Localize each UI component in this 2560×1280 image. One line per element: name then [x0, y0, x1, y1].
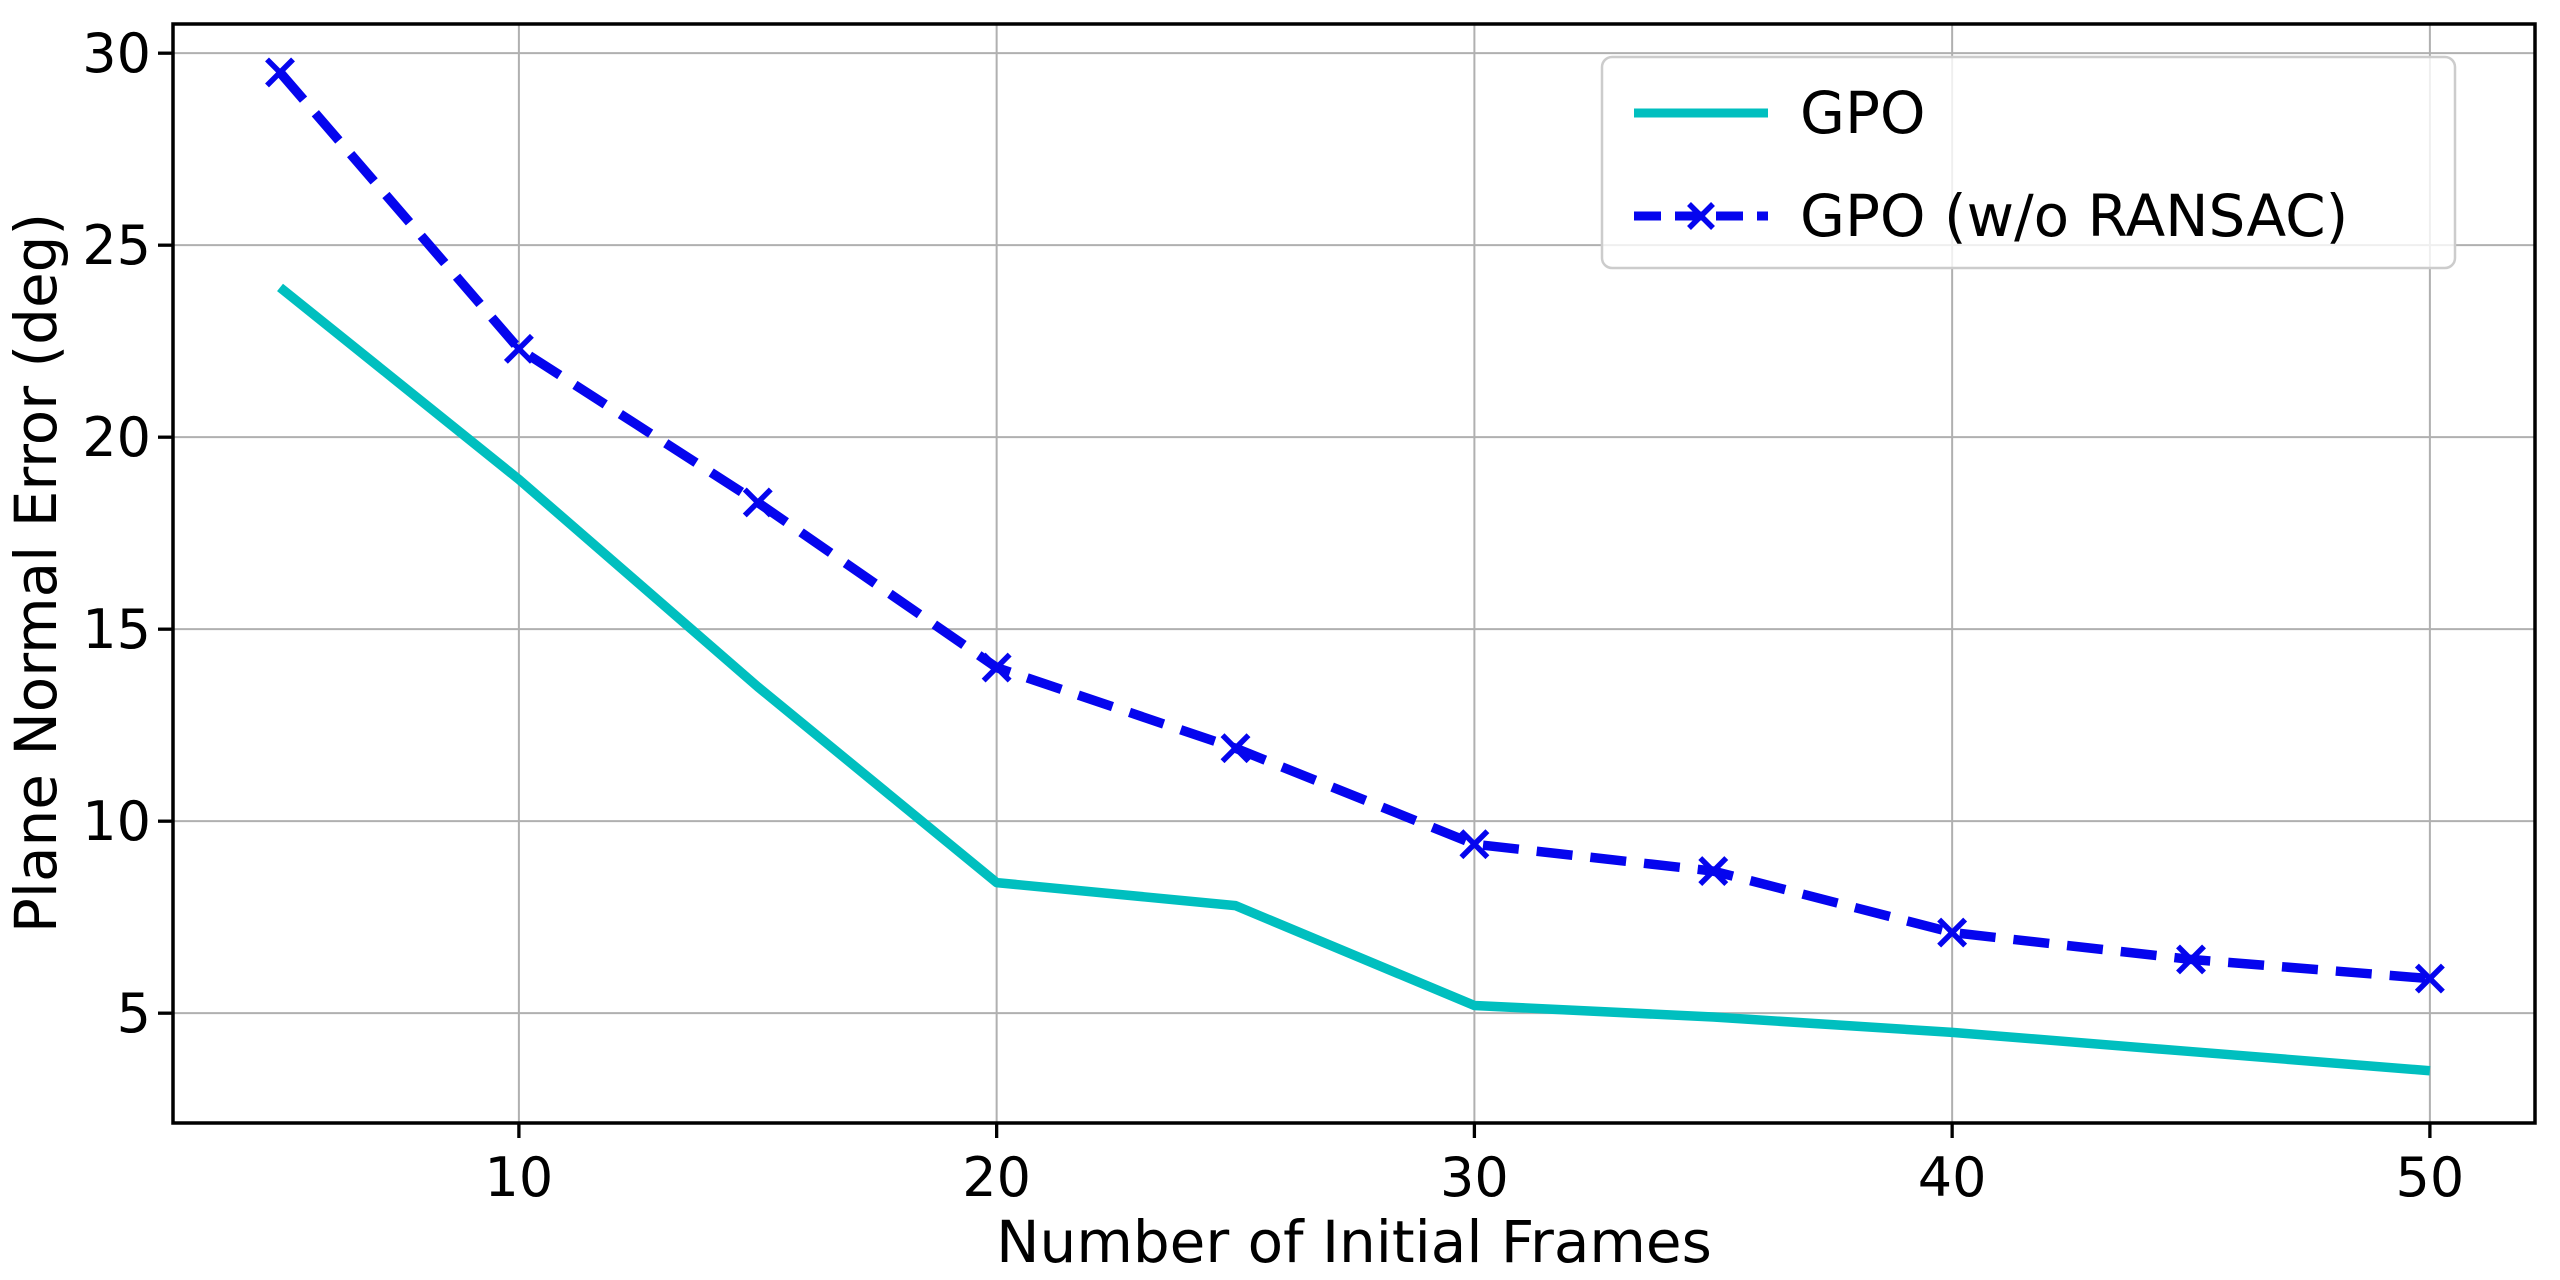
legend-label-gpo-wo-ransac: GPO (w/o RANSAC) — [1800, 182, 2348, 250]
series-line — [277, 283, 2431, 1076]
y-tick-label: 25 — [82, 214, 151, 277]
x-marker-icon — [742, 487, 773, 518]
tick-labels: 10 20 30 40 50 5 10 15 20 25 30 — [82, 22, 2464, 1209]
x-marker-icon — [1698, 856, 1729, 887]
x-marker-icon — [2414, 963, 2445, 994]
x-tick-label: 30 — [1440, 1146, 1509, 1209]
plot-border — [171, 22, 2537, 1125]
legend-x-marker-icon — [1687, 202, 1715, 230]
y-tick-label: 5 — [117, 982, 151, 1045]
legend: GPO GPO (w/o RANSAC) — [1600, 55, 2457, 270]
x-marker-icon — [2176, 944, 2206, 975]
series-gpo-w-o-ransac- — [265, 57, 2445, 994]
legend-label-gpo: GPO — [1800, 79, 1926, 147]
y-axis-label: Plane Normal Error (deg) — [2, 213, 70, 933]
x-marker-icon — [1687, 202, 1715, 230]
x-tick-label: 50 — [2396, 1146, 2465, 1209]
legend-box — [1600, 55, 2457, 270]
y-tick-label: 15 — [82, 598, 151, 661]
y-tick-label: 30 — [82, 22, 151, 85]
series-gpo — [277, 283, 2431, 1076]
y-tick-label: 20 — [82, 406, 151, 469]
x-marker-icon — [1459, 829, 1490, 860]
y-tick-label: 10 — [82, 790, 151, 853]
x-tick-label: 10 — [485, 1146, 554, 1209]
x-marker-icon — [1220, 733, 1251, 764]
x-marker-icon — [265, 57, 295, 88]
legend-item-gpo: GPO — [1634, 79, 1926, 147]
x-axis-label: Number of Initial Frames — [996, 1208, 1712, 1276]
series-line — [276, 69, 2431, 984]
axis-ticks — [158, 51, 2432, 1138]
data-series — [265, 57, 2445, 1076]
x-marker-icon — [503, 333, 534, 364]
x-tick-label: 40 — [1918, 1146, 1987, 1209]
x-marker-icon — [1937, 917, 1968, 948]
x-marker-icon — [981, 652, 1012, 683]
x-tick-label: 20 — [962, 1146, 1031, 1209]
legend-item-gpo-wo-ransac: GPO (w/o RANSAC) — [1634, 182, 2348, 250]
